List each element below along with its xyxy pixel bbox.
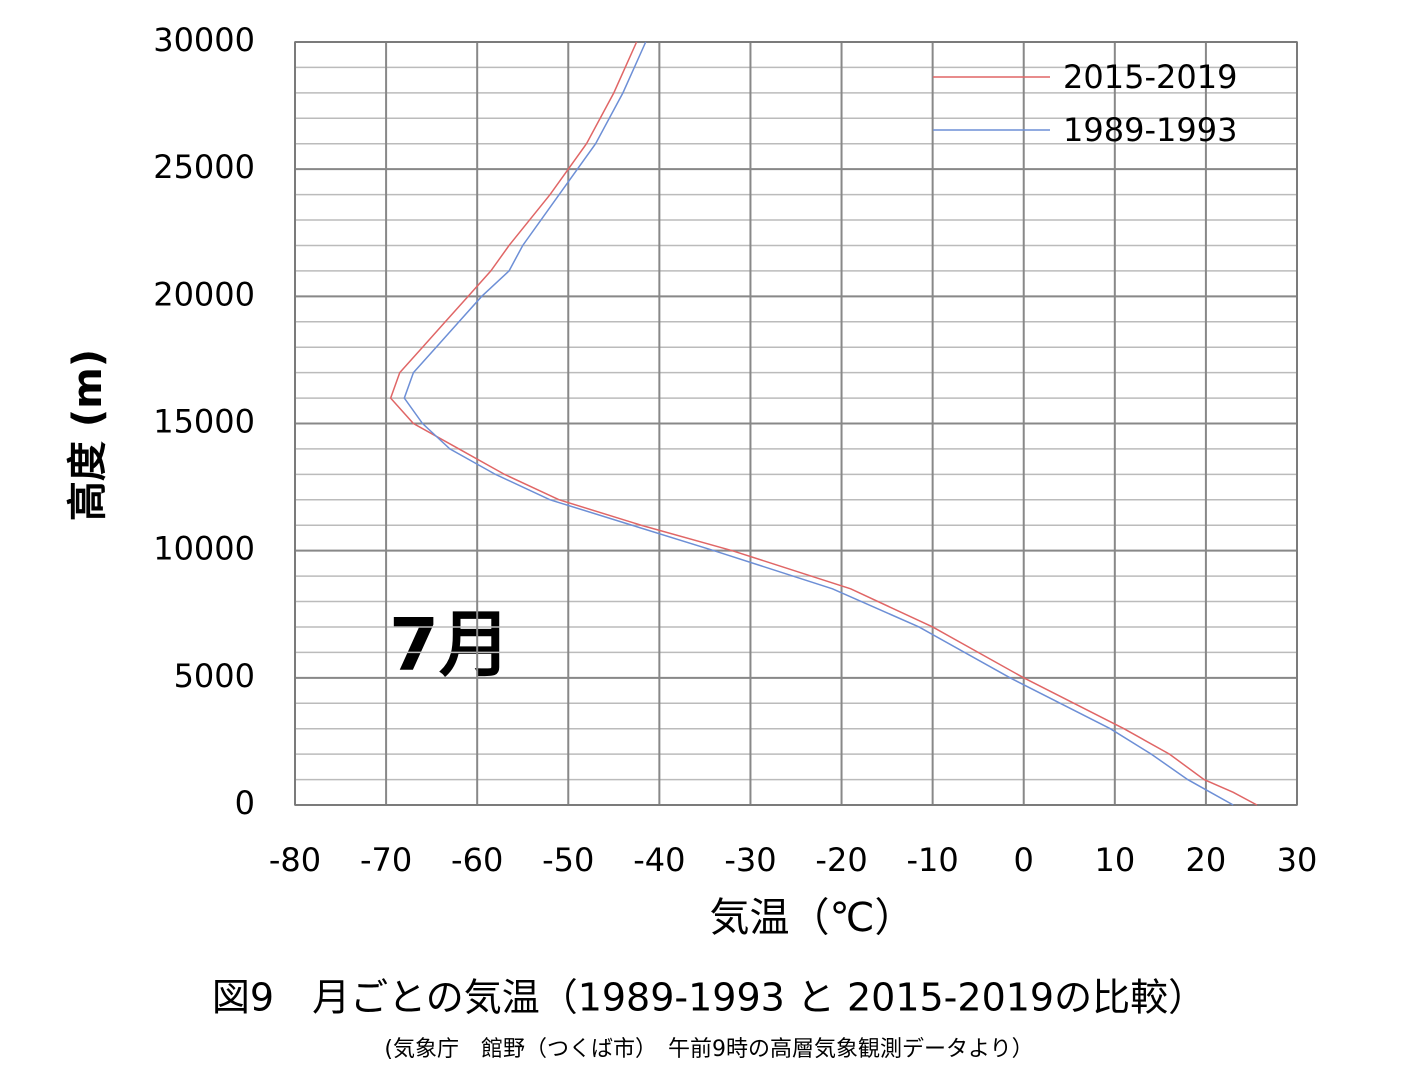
- x-tick-label: 0: [1014, 841, 1034, 879]
- legend-label: 1989-1993: [1063, 111, 1237, 149]
- y-axis-label: 高度 (m): [65, 349, 111, 521]
- y-tick-label: 10000: [153, 530, 255, 568]
- x-tick-label: 30: [1277, 841, 1318, 879]
- x-axis-label: 気温（℃）: [710, 895, 915, 941]
- x-tick-label: -20: [815, 841, 867, 879]
- x-tick-label: -50: [542, 841, 594, 879]
- x-tick-label: 20: [1186, 841, 1227, 879]
- y-tick-label: 0: [235, 784, 255, 822]
- x-tick-label: -80: [269, 841, 321, 879]
- y-tick-label: 20000: [153, 275, 255, 313]
- x-tick-label: -70: [360, 841, 412, 879]
- caption: 図9 月ごとの気温（1989-1993 と 2015-2019の比較）: [212, 976, 1206, 1020]
- y-tick-label: 30000: [153, 21, 255, 59]
- data-line: [403, 41, 1234, 806]
- x-tick-label: 10: [1094, 841, 1135, 879]
- data-line: [389, 41, 1258, 806]
- y-tick-label: 15000: [153, 403, 255, 441]
- annotation: 7月: [389, 603, 511, 687]
- x-tick-label: -10: [907, 841, 959, 879]
- y-tick-label: 25000: [153, 148, 255, 186]
- legend-label: 2015-2019: [1063, 58, 1237, 96]
- x-tick-label: -30: [724, 841, 776, 879]
- x-tick-label: -40: [633, 841, 685, 879]
- plot-frame: [294, 41, 1298, 806]
- x-tick-label: -60: [451, 841, 503, 879]
- y-tick-label: 5000: [174, 657, 255, 695]
- source-note: (気象庁 館野（つくば市） 午前9時の高層気象観測データより）: [384, 1037, 1033, 1062]
